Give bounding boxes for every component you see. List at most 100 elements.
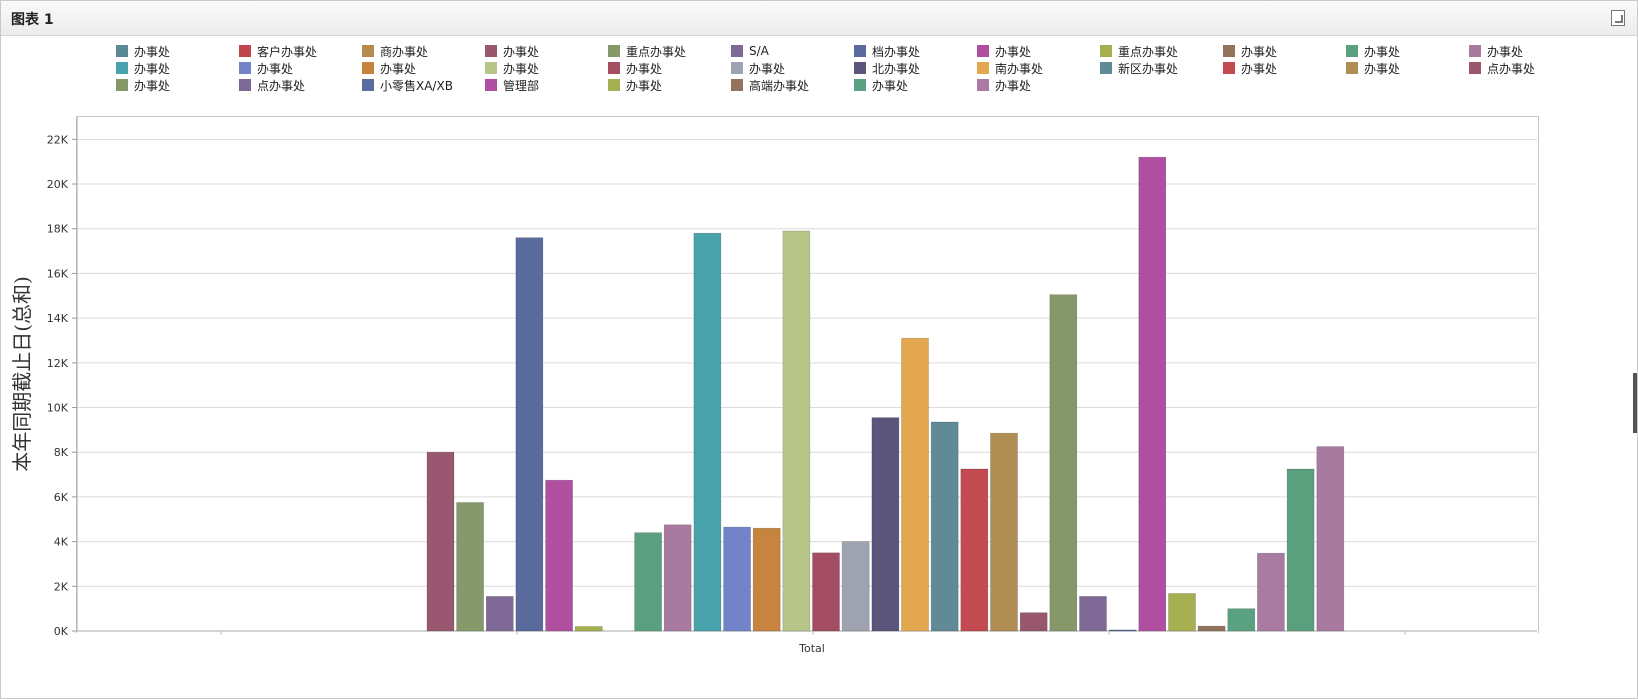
legend-item[interactable]: 办事处 <box>1346 43 1400 59</box>
legend-item[interactable]: 小零售XA/XB <box>362 77 453 93</box>
y-tick-label: 14K <box>47 312 69 325</box>
legend-label: 办事处 <box>995 44 1032 59</box>
y-tick-label: 12K <box>47 357 69 370</box>
legend-swatch <box>854 45 866 57</box>
legend-label: 客户办事处 <box>257 44 318 59</box>
legend-swatch <box>239 79 251 91</box>
scroll-handle[interactable] <box>1633 373 1637 433</box>
y-tick-label: 20K <box>47 178 69 191</box>
legend-label: 点办事处 <box>257 78 306 93</box>
legend-item[interactable]: 重点办事处 <box>608 43 686 59</box>
legend-label: 办事处 <box>503 44 540 59</box>
legend-swatch <box>977 79 989 91</box>
legend-item[interactable]: 办事处 <box>1223 43 1277 59</box>
legend-item[interactable]: S/A <box>731 43 769 59</box>
legend-label: 办事处 <box>1487 44 1524 59</box>
legend-swatch <box>1100 45 1112 57</box>
legend-swatch <box>608 79 620 91</box>
bar <box>990 432 1018 632</box>
legend-label: 档办事处 <box>872 44 921 59</box>
legend-item[interactable]: 办事处 <box>116 60 170 76</box>
legend-swatch <box>362 79 374 91</box>
x-category-label: Total <box>798 642 825 655</box>
legend-swatch <box>485 62 497 74</box>
y-axis-label: 本年同期截止日(总和) <box>10 276 34 472</box>
legend-item[interactable]: 办事处 <box>731 60 785 76</box>
bar <box>752 527 781 632</box>
legend-label: 新区办事处 <box>1118 61 1179 76</box>
legend-label: 办事处 <box>1241 61 1278 76</box>
legend-item[interactable]: 办事处 <box>1469 43 1523 59</box>
export-icon[interactable] <box>1611 10 1625 26</box>
y-tick-label: 0K <box>54 625 69 638</box>
bar <box>485 596 514 632</box>
bar <box>1257 552 1285 632</box>
bar <box>515 237 544 632</box>
bar <box>1168 593 1196 632</box>
bar <box>1079 596 1107 632</box>
bar <box>782 230 811 632</box>
legend-swatch <box>977 62 989 74</box>
y-tick-label: 4K <box>54 536 69 549</box>
legend-item[interactable]: 高端办事处 <box>731 77 809 93</box>
legend-label: 办事处 <box>872 78 909 93</box>
legend-swatch <box>485 79 497 91</box>
legend-item[interactable]: 点办事处 <box>239 77 305 93</box>
legend-swatch <box>116 79 128 91</box>
legend-item[interactable]: 办事处 <box>485 43 539 59</box>
legend-item[interactable]: 商办事处 <box>362 43 428 59</box>
legend-label: 办事处 <box>1364 44 1401 59</box>
legend-label: 办事处 <box>1241 44 1278 59</box>
legend-label: 南办事处 <box>995 61 1044 76</box>
legend-item[interactable]: 办事处 <box>608 77 662 93</box>
legend-label: 办事处 <box>134 78 171 93</box>
legend-label: 商办事处 <box>380 44 429 59</box>
legend-item[interactable]: 管理部 <box>485 77 539 93</box>
legend-swatch <box>362 62 374 74</box>
panel-header: 图表 1 <box>1 1 1637 36</box>
bar <box>812 552 840 632</box>
legend-swatch <box>1469 45 1481 57</box>
bar <box>1138 156 1167 632</box>
legend-item[interactable]: 办事处 <box>362 60 416 76</box>
legend-swatch <box>116 45 128 57</box>
legend-item[interactable]: 办事处 <box>608 60 662 76</box>
legend-item[interactable]: 点办事处 <box>1469 60 1535 76</box>
legend-item[interactable]: 办事处 <box>116 43 170 59</box>
legend-swatch <box>608 45 620 57</box>
legend-item[interactable]: 南办事处 <box>977 60 1043 76</box>
bar <box>871 417 900 632</box>
legend-item[interactable]: 办事处 <box>854 77 908 93</box>
legend-item[interactable]: 重点办事处 <box>1100 43 1178 59</box>
bar <box>1049 294 1078 632</box>
panel-title: 图表 1 <box>11 12 54 28</box>
legend-swatch <box>731 79 743 91</box>
legend-label: 办事处 <box>503 61 540 76</box>
legend-item[interactable]: 客户办事处 <box>239 43 317 59</box>
bar <box>663 524 692 632</box>
legend-item[interactable]: 办事处 <box>485 60 539 76</box>
legend-item[interactable]: 办事处 <box>977 77 1031 93</box>
legend-item[interactable]: 档办事处 <box>854 43 920 59</box>
legend-swatch <box>239 62 251 74</box>
legend-item[interactable]: 办事处 <box>239 60 293 76</box>
legend-item[interactable]: 办事处 <box>1346 60 1400 76</box>
legend-item[interactable]: 办事处 <box>977 43 1031 59</box>
legend-item[interactable]: 办事处 <box>1223 60 1277 76</box>
bar <box>574 626 603 632</box>
legend-label: 重点办事处 <box>626 44 687 59</box>
legend-label: 办事处 <box>995 78 1032 93</box>
bar <box>426 451 455 632</box>
legend-label: 办事处 <box>134 61 171 76</box>
bar <box>1019 612 1048 632</box>
legend-swatch <box>239 45 251 57</box>
legend-item[interactable]: 北办事处 <box>854 60 920 76</box>
legend-label: 点办事处 <box>1487 61 1536 76</box>
legend-label: 高端办事处 <box>749 78 810 93</box>
legend-swatch <box>854 62 866 74</box>
legend-swatch <box>731 45 743 57</box>
legend-item[interactable]: 新区办事处 <box>1100 60 1178 76</box>
legend-swatch <box>116 62 128 74</box>
bar <box>634 532 662 632</box>
legend-item[interactable]: 办事处 <box>116 77 170 93</box>
